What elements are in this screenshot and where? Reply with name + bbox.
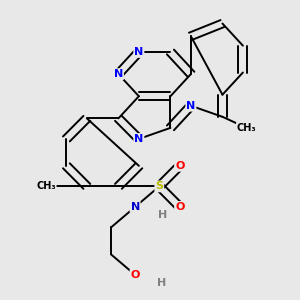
Text: S: S (155, 182, 163, 191)
Text: N: N (130, 202, 140, 212)
Text: O: O (175, 202, 184, 212)
Text: N: N (114, 69, 123, 79)
Text: H: H (158, 210, 168, 220)
Text: O: O (130, 270, 140, 280)
Text: H: H (157, 278, 166, 288)
Text: N: N (134, 47, 143, 57)
Text: N: N (134, 134, 143, 144)
Text: CH₃: CH₃ (237, 123, 256, 133)
Text: O: O (175, 161, 184, 171)
Text: N: N (186, 101, 196, 111)
Text: CH₃: CH₃ (36, 182, 56, 191)
